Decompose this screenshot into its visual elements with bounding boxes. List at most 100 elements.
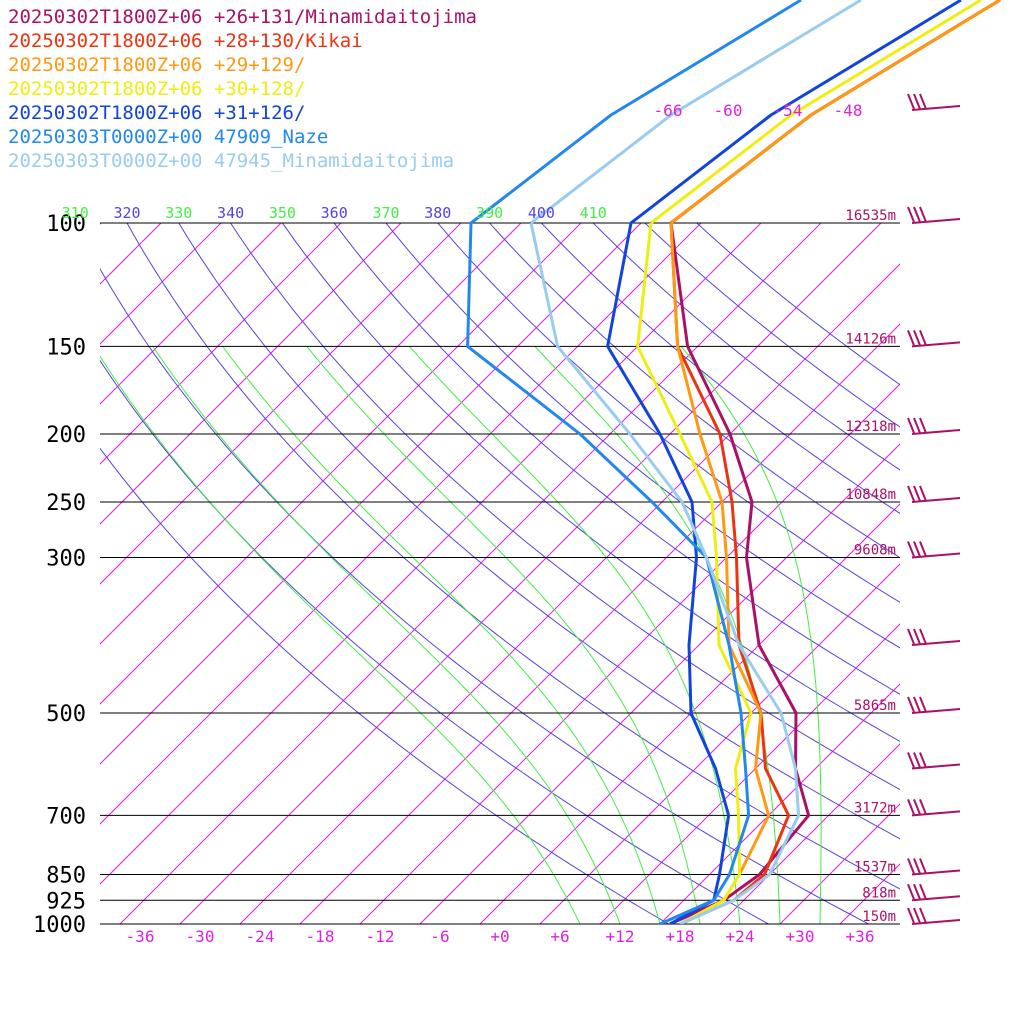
isotherm-top-label: -66: [654, 101, 683, 120]
isotherm-line: [239, 263, 900, 924]
temperature-tick-label: +0: [490, 927, 509, 946]
moist-adiabat-line: [534, 346, 781, 924]
temperature-tick-label: +6: [550, 927, 569, 946]
dry-adiabat-lines: [100, 223, 900, 924]
temperature-tick-label: -12: [366, 927, 395, 946]
isotherm-line: [100, 223, 342, 465]
theta-label: 340: [217, 204, 244, 222]
isotherm-top-label: -48: [834, 101, 863, 120]
temperature-tick-label: -36: [126, 927, 155, 946]
dry-adiabat-line: [100, 267, 870, 924]
legend-entry: 20250302T1800Z+06 +31+126/: [8, 102, 306, 124]
dry-adiabat-line: [592, 223, 900, 471]
isotherm-line: [359, 383, 900, 924]
height-label: 3172m: [854, 800, 896, 816]
isotherm-line: [100, 223, 582, 705]
sounding-line: [669, 223, 811, 924]
dry-adiabat-line: [178, 223, 900, 840]
wind-barb: [907, 485, 961, 503]
moist-adiabat-line: [222, 346, 661, 924]
wind-barb: [907, 696, 961, 714]
wind-barb: [907, 93, 961, 111]
temperature-tick-label: +36: [846, 927, 875, 946]
wind-barb: [907, 858, 961, 876]
theta-label: 380: [424, 204, 451, 222]
height-label: 14126m: [845, 331, 896, 347]
isotherm-line: [839, 863, 900, 924]
height-label: 9608m: [854, 543, 896, 559]
wind-barb: [907, 541, 961, 559]
temperature-tick-label: -30: [186, 927, 215, 946]
legend-entry: 20250302T1800Z+06 +30+128/: [8, 78, 306, 100]
theta-label: 320: [113, 204, 140, 222]
pressure-tick-label: 100: [46, 212, 86, 237]
theta-label: 360: [321, 204, 348, 222]
pressure-tick-label: 700: [46, 804, 86, 829]
pressure-tick-label: 1000: [33, 913, 86, 938]
wind-barb: [907, 752, 961, 770]
pressure-tick-label: 200: [46, 423, 86, 448]
wind-barb: [907, 206, 961, 224]
wind-barb: [907, 417, 961, 435]
theta-label: 410: [580, 204, 607, 222]
sounding-line-upper: [670, 0, 1001, 225]
isotherm-top-labels: -66 -60 -54 -48: [654, 101, 863, 120]
moist-adiabat-line: [680, 346, 822, 924]
sounding-series-lines: [466, 223, 811, 924]
isotherm-line: [100, 223, 402, 525]
legend-entry: 20250302T1800Z+06 +28+130/Kikai: [8, 30, 363, 52]
dry-adiabat-line: [385, 223, 900, 649]
isotherm-line: [100, 223, 762, 885]
isotherm-line: [100, 223, 522, 645]
theta-label: 330: [165, 204, 192, 222]
moist-adiabat-line: [152, 346, 621, 924]
wind-barb: [907, 799, 961, 817]
isotherm-line: [179, 223, 882, 924]
theta-label: 390: [476, 204, 503, 222]
isotherm-top-label: -54: [774, 101, 803, 120]
pressure-tick-label: 500: [46, 702, 86, 727]
wind-barb: [907, 907, 961, 925]
pressure-tick-label: 300: [46, 547, 86, 572]
isotherm-line: [899, 923, 900, 924]
temperature-tick-labels: -36 -30 -24 -18 -12 -6 +0 +6 +12 +18 +24 +30 +36: [126, 927, 875, 946]
isotherm-line: [719, 743, 900, 924]
height-label: 818m: [862, 885, 896, 901]
legend-entry: 20250302T1800Z+06 +29+129/: [8, 54, 306, 76]
dry-adiabat-line: [126, 223, 900, 890]
moist-adiabat-lines: [100, 346, 822, 924]
temperature-tick-label: +24: [726, 927, 755, 946]
theta-label: 400: [528, 204, 555, 222]
isotherm-line: [100, 223, 462, 585]
isotherm-line: [299, 323, 900, 924]
isobar-lines: [100, 222, 900, 925]
height-label: 10848m: [845, 487, 896, 503]
wind-barb: [907, 330, 961, 348]
height-label: 1537m: [854, 860, 896, 876]
theta-label: 370: [372, 204, 399, 222]
temperature-tick-label: -18: [306, 927, 335, 946]
sounding-line: [606, 223, 731, 924]
sounding-line: [669, 223, 791, 924]
sounding-line-upper: [470, 0, 802, 225]
temperature-tick-label: +30: [786, 927, 815, 946]
temperature-tick-label: +12: [606, 927, 635, 946]
legend-entry: 20250302T1800Z+06 +26+131/Minamidaitojim…: [8, 6, 477, 28]
dry-adiabat-line: [230, 223, 900, 791]
pressure-tick-label: 150: [46, 335, 86, 360]
sounding-line-upper: [650, 0, 982, 225]
isotherm-top-label: -60: [714, 101, 743, 120]
pressure-tick-label: 925: [46, 889, 86, 914]
isotherm-line: [779, 803, 900, 924]
legend-entry: 20250303T0000Z+00 47945_Minamidaitojima: [8, 150, 455, 172]
height-label: 12318m: [845, 419, 896, 435]
dry-adiabat-line: [100, 359, 770, 924]
isotherm-line: [119, 223, 822, 924]
dry-adiabat-line: [644, 223, 900, 428]
dry-adiabat-line: [540, 223, 900, 514]
temperature-tick-label: +18: [666, 927, 695, 946]
isotherm-line: [539, 563, 900, 924]
sounding-line-upper: [630, 0, 962, 225]
